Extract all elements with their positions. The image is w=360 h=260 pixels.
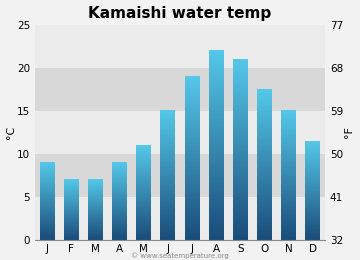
Bar [35,24,325,68]
Y-axis label: °C: °C [5,125,15,139]
Bar [35,154,325,197]
Bar [35,68,325,110]
Bar [35,110,325,154]
Title: Kamaishi water temp: Kamaishi water temp [88,5,272,21]
Bar [35,197,325,239]
Text: © www.seatemperature.org: © www.seatemperature.org [131,252,229,259]
Y-axis label: °F: °F [345,126,355,138]
